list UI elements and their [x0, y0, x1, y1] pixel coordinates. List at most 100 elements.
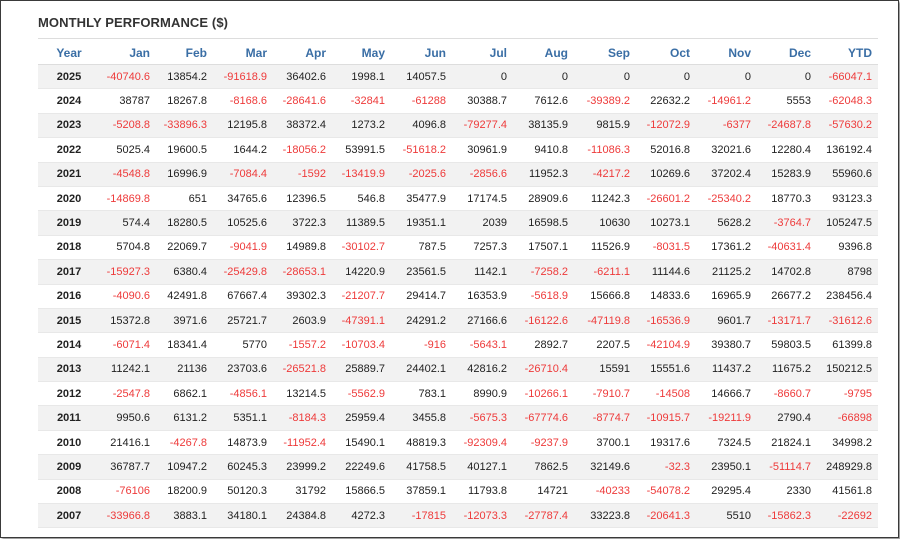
- value-cell: -5643.1: [452, 332, 513, 358]
- value-cell: -916: [391, 332, 452, 358]
- value-cell: 24402.1: [391, 357, 452, 383]
- table-row: 2024 38787 18267.8 -8168.6 -28641.6 -32841 -61…: [38, 88, 878, 114]
- year-cell: 2012: [38, 381, 100, 407]
- value-cell: 11952.3: [513, 162, 574, 187]
- value-cell: 67667.4: [213, 284, 273, 309]
- value-cell: -5208.8: [100, 113, 156, 139]
- value-cell: -67774.6: [513, 405, 574, 431]
- value-cell: -47391.1: [332, 308, 391, 334]
- value-cell: 16353.9: [452, 284, 513, 309]
- value-cell: -33966.8: [100, 503, 156, 529]
- value-cell: -26601.2: [636, 186, 696, 212]
- value-cell: -11952.4: [273, 430, 332, 456]
- year-cell: 2021: [38, 162, 100, 187]
- value-cell: -1592: [273, 162, 332, 187]
- value-cell: -26710.4: [513, 357, 574, 383]
- value-cell: -15862.3: [757, 503, 817, 529]
- column-header-jul: Jul: [452, 41, 513, 65]
- value-cell: 136192.4: [817, 137, 878, 163]
- value-cell: 32021.6: [696, 137, 757, 163]
- year-cell: 2020: [38, 186, 100, 212]
- value-cell: 9410.8: [513, 137, 574, 163]
- value-cell: 17361.2: [696, 235, 757, 261]
- value-cell: -51114.7: [757, 454, 817, 480]
- value-cell: 32149.6: [574, 454, 636, 480]
- value-cell: -8660.7: [757, 381, 817, 407]
- value-cell: -14961.2: [696, 88, 757, 114]
- value-cell: 13214.5: [273, 381, 332, 407]
- value-cell: 105247.5: [817, 210, 878, 236]
- year-cell: 2018: [38, 235, 100, 261]
- value-cell: -10915.7: [636, 405, 696, 431]
- value-cell: -13419.9: [332, 162, 391, 187]
- value-cell: 21136: [156, 357, 213, 383]
- value-cell: 5704.8: [100, 235, 156, 261]
- value-cell: 10269.6: [636, 162, 696, 187]
- column-header-ytd: YTD: [817, 41, 878, 65]
- year-cell: 2010: [38, 430, 100, 456]
- value-cell: 14057.5: [391, 64, 452, 90]
- value-cell: 11242.3: [574, 186, 636, 212]
- value-cell: 35477.9: [391, 186, 452, 212]
- value-cell: 2790.4: [757, 405, 817, 431]
- value-cell: -39389.2: [574, 88, 636, 114]
- value-cell: 0: [757, 64, 817, 90]
- value-cell: -47119.8: [574, 308, 636, 334]
- value-cell: 34180.1: [213, 503, 273, 529]
- value-cell: 2207.5: [574, 332, 636, 358]
- value-cell: 1273.2: [332, 113, 391, 139]
- value-cell: 14721: [513, 479, 574, 505]
- year-cell: 2009: [38, 454, 100, 480]
- value-cell: -13171.7: [757, 308, 817, 334]
- value-cell: -40740.6: [100, 64, 156, 90]
- value-cell: 6862.1: [156, 381, 213, 407]
- value-cell: 574.4: [100, 210, 156, 236]
- value-cell: -54078.2: [636, 479, 696, 505]
- year-cell: 2024: [38, 88, 100, 114]
- value-cell: 24384.8: [273, 503, 332, 529]
- value-cell: 10630: [574, 210, 636, 236]
- year-cell: 2007: [38, 503, 100, 529]
- value-cell: 4096.8: [391, 113, 452, 139]
- value-cell: 22632.2: [636, 88, 696, 114]
- value-cell: 15866.5: [332, 479, 391, 505]
- performance-table: Year Jan Feb Mar Apr May Jun Jul Aug Sep Oct Nov Dec…: [38, 41, 878, 529]
- value-cell: 0: [452, 64, 513, 90]
- value-cell: 10947.2: [156, 454, 213, 480]
- value-cell: -4090.6: [100, 284, 156, 309]
- value-cell: 18200.9: [156, 479, 213, 505]
- value-cell: -25340.2: [696, 186, 757, 212]
- value-cell: 12195.8: [213, 113, 273, 139]
- year-cell: 2008: [38, 479, 100, 505]
- value-cell: -2547.8: [100, 381, 156, 407]
- value-cell: -10703.4: [332, 332, 391, 358]
- value-cell: -19211.9: [696, 405, 757, 431]
- value-cell: 11793.8: [452, 479, 513, 505]
- value-cell: 546.8: [332, 186, 391, 212]
- column-header-sep: Sep: [574, 41, 636, 65]
- value-cell: 23950.1: [696, 454, 757, 480]
- value-cell: -40631.4: [757, 235, 817, 261]
- value-cell: -6211.1: [574, 259, 636, 285]
- value-cell: 34998.2: [817, 430, 878, 456]
- value-cell: 2892.7: [513, 332, 574, 358]
- year-cell: 2019: [38, 210, 100, 236]
- value-cell: 11675.2: [757, 357, 817, 383]
- value-cell: 0: [636, 64, 696, 90]
- value-cell: 3455.8: [391, 405, 452, 431]
- value-cell: 6131.2: [156, 405, 213, 431]
- value-cell: 31792: [273, 479, 332, 505]
- value-cell: 11437.2: [696, 357, 757, 383]
- table-row: 2012 -2547.8 6862.1 -4856.1 13214.5 -5562.9 78…: [38, 381, 878, 407]
- value-cell: -62048.3: [817, 88, 878, 114]
- value-cell: -76106: [100, 479, 156, 505]
- value-cell: -10266.1: [513, 381, 574, 407]
- value-cell: -22692: [817, 503, 878, 529]
- value-cell: 37202.4: [696, 162, 757, 187]
- value-cell: 19600.5: [156, 137, 213, 163]
- column-header-feb: Feb: [156, 41, 213, 65]
- value-cell: 7862.5: [513, 454, 574, 480]
- value-cell: -42104.9: [636, 332, 696, 358]
- value-cell: 2603.9: [273, 308, 332, 334]
- year-cell: 2017: [38, 259, 100, 285]
